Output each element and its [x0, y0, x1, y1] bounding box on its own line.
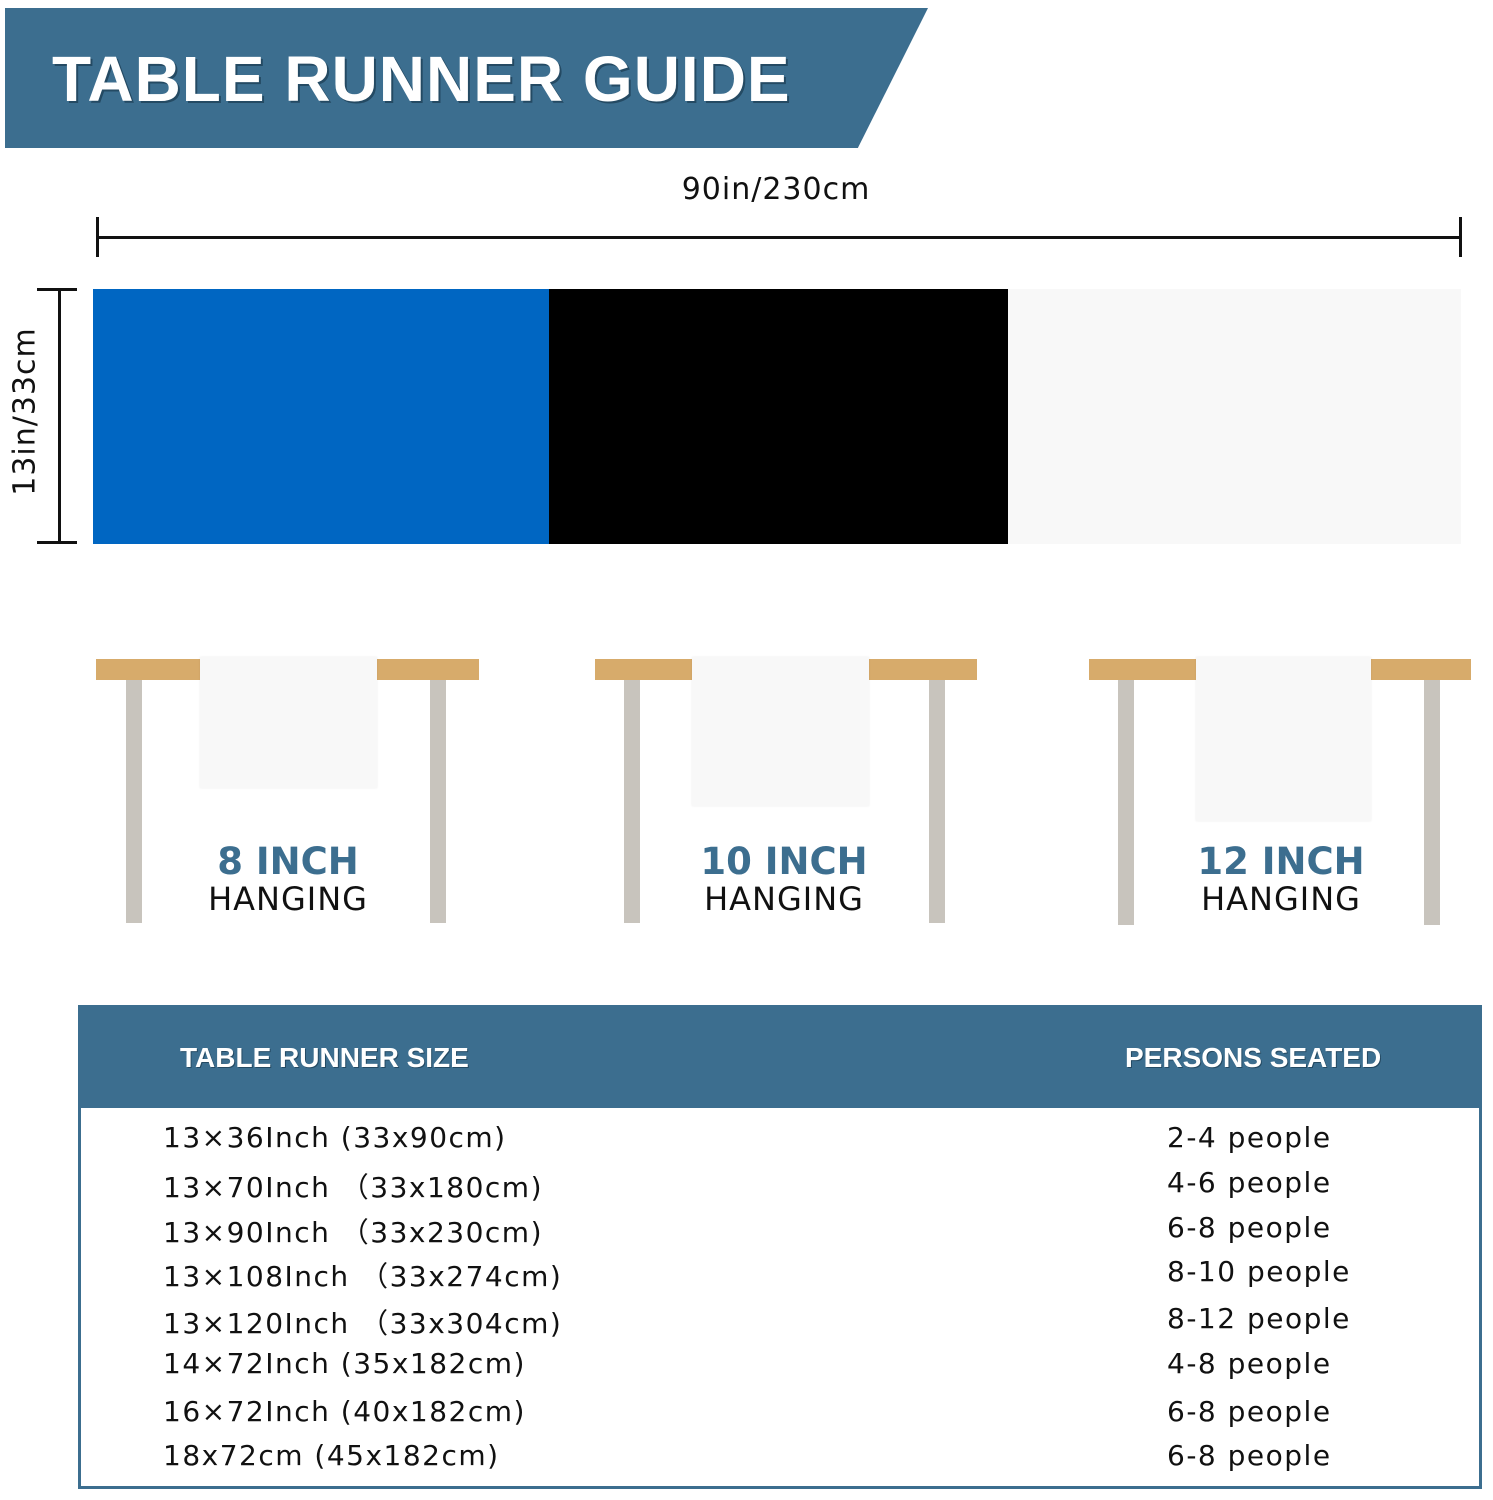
persons-cell: 6-8 people — [1167, 1211, 1332, 1244]
runner-swatch-white — [1008, 289, 1461, 544]
table-leg — [430, 680, 446, 923]
size-cell: 13×120Inch （33x304cm) — [163, 1307, 563, 1340]
hanging-runner — [692, 657, 869, 806]
hanging-label: HANGING — [704, 880, 864, 918]
size-table-header — [78, 1005, 1482, 1108]
size-cell: 13×108Inch （33x274cm) — [163, 1260, 563, 1293]
size-cell: 13×70Inch （33x180cm) — [163, 1171, 544, 1204]
hanging-size: 8 INCH — [217, 840, 359, 883]
size-cell: 13×36Inch (33x90cm) — [163, 1121, 507, 1154]
hanging-size: 12 INCH — [1197, 840, 1365, 883]
persons-cell: 8-10 people — [1167, 1255, 1351, 1288]
width-tick-left — [96, 217, 99, 257]
table-leg — [624, 680, 640, 923]
size-cell: 18x72cm (45x182cm) — [163, 1439, 500, 1472]
size-cell: 13×90Inch （33x230cm) — [163, 1216, 544, 1249]
width-tick-right — [1459, 217, 1462, 257]
size-table — [78, 1005, 1482, 1489]
height-label: 13in/33cm — [7, 327, 43, 496]
width-dimension-line — [97, 236, 1461, 239]
height-tick-top — [37, 288, 77, 291]
hanging-runner — [1196, 657, 1371, 821]
table-leg — [126, 680, 142, 923]
column-header-persons: PERSONS SEATED — [1125, 1042, 1382, 1073]
hanging-runner — [200, 657, 377, 788]
height-tick-bottom — [37, 541, 77, 544]
size-cell: 14×72Inch (35x182cm) — [163, 1347, 526, 1380]
persons-cell: 8-12 people — [1167, 1302, 1351, 1335]
table-leg — [929, 680, 945, 923]
height-dimension-line — [58, 289, 61, 543]
runner-swatch-black — [549, 289, 1008, 544]
title-banner — [5, 8, 928, 148]
persons-cell: 6-8 people — [1167, 1439, 1332, 1472]
hanging-label: HANGING — [208, 880, 368, 918]
persons-cell: 4-8 people — [1167, 1347, 1332, 1380]
persons-cell: 2-4 people — [1167, 1121, 1332, 1154]
page-title: TABLE RUNNER GUIDE — [52, 43, 791, 115]
table-leg — [1424, 680, 1440, 925]
persons-cell: 4-6 people — [1167, 1166, 1332, 1199]
persons-cell: 6-8 people — [1167, 1395, 1332, 1428]
runner-swatch-blue — [93, 289, 549, 544]
size-cell: 16×72Inch (40x182cm) — [163, 1395, 526, 1428]
column-header-size: TABLE RUNNER SIZE — [180, 1042, 469, 1073]
hanging-size: 10 INCH — [700, 840, 868, 883]
width-label: 90in/230cm — [681, 172, 871, 207]
table-leg — [1118, 680, 1134, 925]
hanging-label: HANGING — [1201, 880, 1361, 918]
